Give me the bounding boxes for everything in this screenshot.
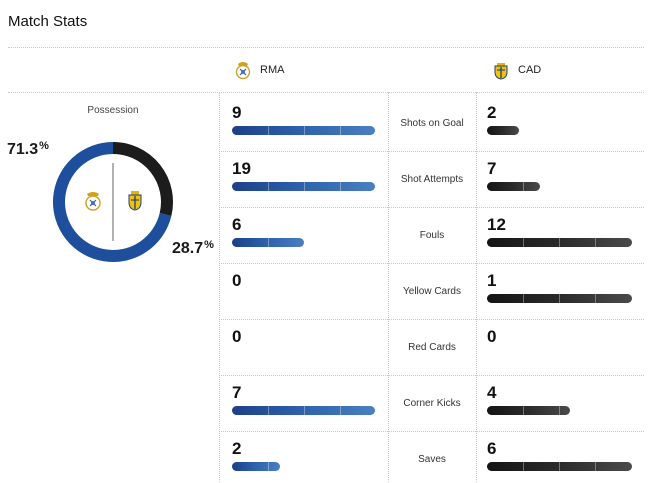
bar-segment-divider — [559, 462, 560, 471]
bar-segment-divider — [595, 462, 596, 471]
stat-row: 7 4 Corner Kicks — [0, 376, 653, 432]
stat-label: Shot Attempts — [400, 174, 464, 185]
match-stats-title: Match Stats — [8, 13, 88, 30]
stat-label: Yellow Cards — [403, 286, 461, 297]
stat-label: Fouls — [419, 230, 445, 241]
home-stat-value: 0 — [232, 327, 242, 346]
bar-segment-divider — [340, 126, 341, 135]
bar-segment-divider — [268, 126, 269, 135]
row-divider — [219, 319, 644, 320]
bar-segment-divider — [523, 406, 524, 415]
bar-segment-divider — [268, 406, 269, 415]
stat-label: Shots on Goal — [400, 118, 464, 129]
column-divider — [388, 92, 389, 482]
away-stat-bar — [487, 462, 632, 471]
bar-segment-divider — [559, 294, 560, 303]
bar-segment-divider — [340, 406, 341, 415]
away-possession-percent: 28.7% — [172, 239, 214, 257]
home-stat-value: 19 — [232, 159, 251, 178]
bar-segment-divider — [595, 238, 596, 247]
row-divider — [219, 207, 644, 208]
row-divider — [219, 263, 644, 264]
row-divider — [219, 375, 644, 376]
home-stat-value: 0 — [232, 271, 242, 290]
bar-segment-divider — [304, 182, 305, 191]
stat-row: 19 7 Shot Attempts — [0, 152, 653, 208]
home-stat-bar — [232, 126, 375, 135]
away-stat-bar — [487, 406, 570, 415]
possession-label: Possession — [87, 105, 139, 116]
stat-row: 6 12 Fouls — [0, 208, 653, 264]
bar-segment-divider — [304, 126, 305, 135]
away-stat-bar — [487, 238, 632, 247]
bar-segment-divider — [523, 182, 524, 191]
away-stat-value: 12 — [487, 215, 506, 234]
away-stat-bar — [487, 182, 540, 191]
home-possession-percent: 71.3% — [7, 140, 49, 158]
home-stat-bar — [232, 406, 375, 415]
bar-segment-divider — [523, 294, 524, 303]
bar-segment-divider — [340, 182, 341, 191]
column-divider — [219, 92, 220, 482]
stat-row: 2 6 Saves — [0, 432, 653, 483]
home-team-header: RMA — [234, 58, 284, 82]
bar-segment-divider — [268, 182, 269, 191]
bar-segment-divider — [268, 238, 269, 247]
home-stat-value: 9 — [232, 103, 242, 122]
home-team-abbr: RMA — [260, 64, 285, 76]
bar-segment-divider — [523, 462, 524, 471]
away-stat-bar — [487, 294, 632, 303]
real-madrid-crest-icon — [85, 192, 101, 211]
home-stat-value: 7 — [232, 383, 242, 402]
stat-row: 0 1 Yellow Cards — [0, 264, 653, 320]
away-stat-value: 6 — [487, 439, 497, 458]
home-stat-value: 6 — [232, 215, 242, 234]
bar-segment-divider — [304, 406, 305, 415]
cadiz-crest-icon — [494, 63, 508, 80]
bar-segment-divider — [523, 238, 524, 247]
away-stat-value: 4 — [487, 383, 497, 402]
row-divider — [219, 431, 644, 432]
real-madrid-crest-icon — [235, 62, 251, 80]
bar-segment-divider — [268, 462, 269, 471]
stat-row: 9 2 Shots on Goal — [0, 96, 653, 152]
possession-donut-chart — [53, 142, 173, 262]
away-stat-bar — [487, 126, 519, 135]
home-stat-bar — [232, 182, 375, 191]
home-stat-bar — [232, 238, 304, 247]
bar-segment-divider — [595, 294, 596, 303]
stat-label: Corner Kicks — [403, 398, 461, 409]
away-team-abbr: CAD — [518, 64, 542, 76]
away-stat-value: 0 — [487, 327, 497, 346]
stat-label: Red Cards — [408, 342, 456, 353]
cadiz-crest-icon — [128, 191, 142, 211]
away-stat-value: 1 — [487, 271, 497, 290]
away-stat-value: 7 — [487, 159, 497, 178]
home-stat-bar — [232, 462, 280, 471]
home-stat-value: 2 — [232, 439, 242, 458]
bar-segment-divider — [559, 406, 560, 415]
away-stat-value: 2 — [487, 103, 497, 122]
possession-away-arc — [112, 142, 173, 216]
stat-label: Saves — [418, 454, 446, 465]
away-team-header: CAD — [492, 58, 541, 82]
divider — [8, 92, 644, 93]
row-divider — [219, 151, 644, 152]
stat-row: 0 0 Red Cards — [0, 320, 653, 376]
bar-segment-divider — [559, 238, 560, 247]
possession-home-arc — [53, 142, 172, 262]
divider — [8, 47, 644, 48]
column-divider — [476, 92, 477, 482]
